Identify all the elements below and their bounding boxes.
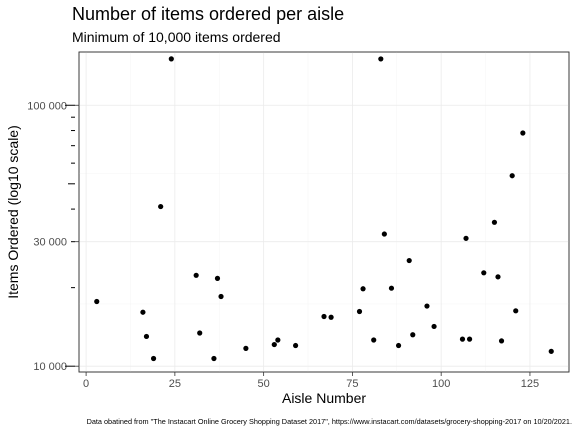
x-tick-label: 125 (521, 378, 539, 390)
chart-subtitle: Minimum of 10,000 items ordered (72, 29, 281, 45)
data-point (271, 341, 277, 348)
data-point (406, 257, 412, 264)
data-point (360, 286, 366, 292)
data-point (495, 274, 501, 280)
data-point (388, 285, 395, 291)
data-point (150, 355, 157, 362)
x-tick-label: 100 (432, 378, 450, 390)
x-axis-ticks: 0 25 50 75 100 125 (83, 372, 539, 390)
data-point (431, 323, 437, 330)
x-axis-title: Aisle Number (282, 390, 366, 406)
data-point (378, 56, 384, 62)
data-point (143, 333, 150, 340)
data-point (140, 309, 146, 315)
data-point (214, 275, 221, 281)
data-point (197, 330, 203, 336)
x-tick-label: 25 (169, 378, 181, 390)
data-point (481, 270, 487, 276)
data-point (459, 336, 466, 342)
data-point (395, 342, 402, 349)
data-point (466, 336, 473, 342)
data-point (491, 219, 498, 225)
data-point (321, 313, 327, 320)
chart-title: Number of items ordered per aisle (72, 4, 345, 24)
plot-border (78, 51, 570, 373)
data-point (275, 337, 281, 343)
data-point (211, 355, 217, 362)
data-point (371, 337, 377, 343)
major-gridlines (79, 52, 569, 372)
y-tick-label: 100 000 (27, 100, 67, 112)
data-point (513, 308, 519, 314)
data-points (94, 56, 554, 362)
x-tick-label: 75 (346, 378, 358, 390)
data-point (193, 272, 199, 278)
data-point (381, 231, 387, 237)
data-point (520, 130, 526, 136)
data-point (328, 314, 334, 320)
data-point (424, 303, 430, 309)
y-tick-label: 30 000 (33, 237, 67, 249)
x-tick-label: 0 (83, 378, 89, 390)
y-axis-title: Items Ordered (log10 scale) (5, 125, 21, 299)
data-point (509, 173, 515, 179)
data-point (168, 56, 174, 62)
data-point (498, 338, 505, 344)
data-source-caption: Data obatined from "The Instacart Online… (86, 417, 572, 426)
data-point (356, 308, 363, 315)
data-point (94, 298, 100, 305)
plot-panel (78, 51, 570, 373)
y-axis-ticks: 10 000 30 000 100 000 (27, 100, 79, 373)
data-point (158, 203, 164, 210)
data-point (410, 332, 416, 338)
data-point (548, 348, 554, 354)
x-tick-label: 50 (258, 378, 270, 390)
data-point (292, 342, 299, 349)
y-tick-label: 10 000 (33, 361, 67, 373)
data-point (243, 345, 249, 351)
data-point (218, 293, 224, 300)
data-point (463, 235, 469, 241)
